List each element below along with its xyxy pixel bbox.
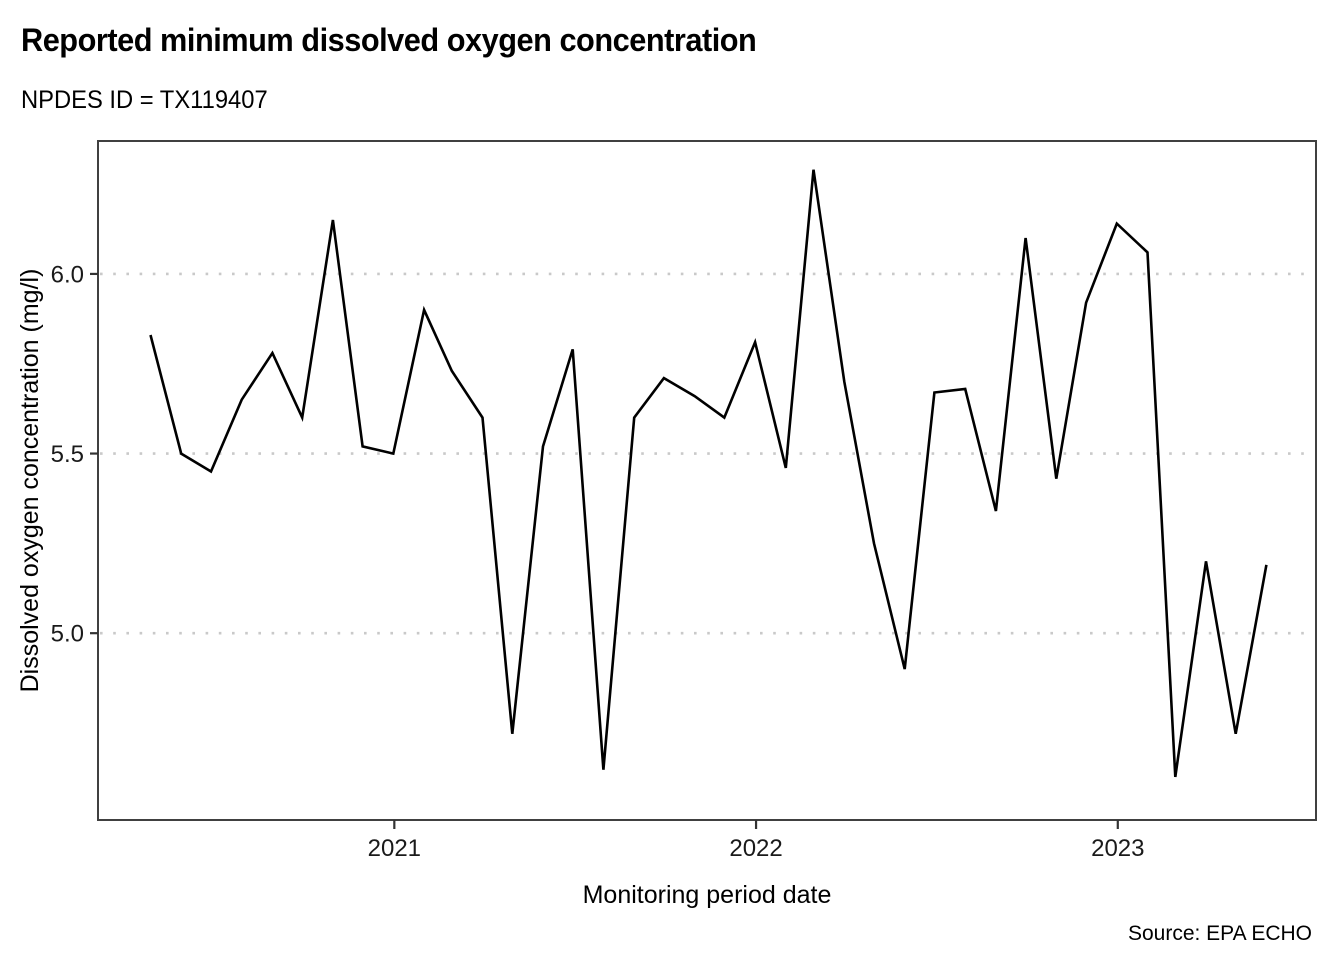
axis-ticks: [90, 272, 1119, 829]
x-axis-title: Monitoring period date: [583, 881, 832, 909]
plot-panel-border: [97, 140, 1317, 821]
y-tick-label: 6.0: [51, 261, 84, 288]
chart-subtitle: NPDES ID = TX119407: [21, 86, 268, 114]
x-tick-label: 2021: [368, 835, 421, 862]
y-axis-title: Dissolved oxygen concentration (mg/l): [16, 269, 44, 693]
y-tick-label: 5.0: [51, 621, 84, 648]
gridlines: [100, 272, 1314, 635]
x-tick-label: 2023: [1091, 835, 1144, 862]
y-tick-label: 5.5: [51, 441, 84, 468]
source-caption: Source: EPA ECHO: [1127, 922, 1312, 945]
dissolved-oxygen-line-series: [149, 169, 1268, 778]
x-tick-label: 2022: [729, 835, 782, 862]
axis-tick-labels: 5.0 5.5 6.0 2021 2022 2023: [51, 261, 1145, 862]
chart-title: Reported minimum dissolved oxygen concen…: [21, 22, 757, 58]
